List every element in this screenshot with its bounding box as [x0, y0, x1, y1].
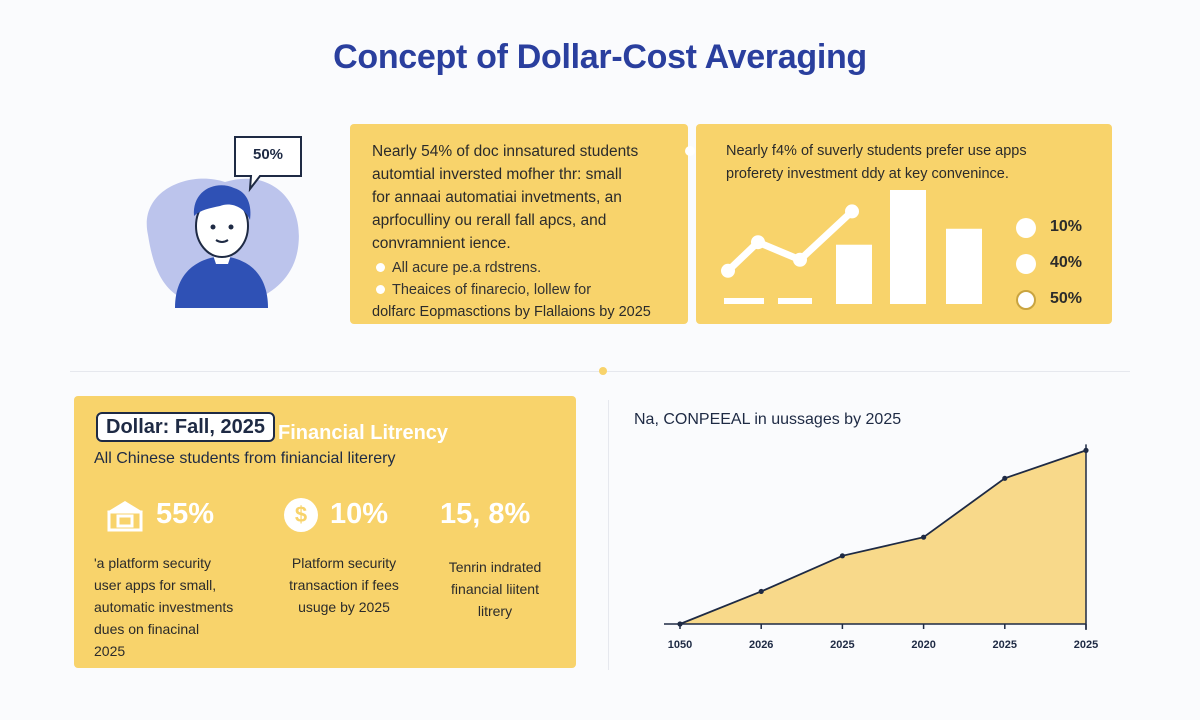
- mini-bar: [946, 228, 982, 304]
- bullet-item: Theaices of finarecio, lollew for: [372, 279, 682, 301]
- x-tick-label: 1050: [668, 639, 692, 651]
- stat-desc: Platform security transaction if fees us…: [274, 552, 414, 618]
- bullet-item: All acure pe.a rdstrens.: [372, 257, 682, 279]
- stat-desc-line: 'a platform security: [94, 555, 212, 571]
- mini-bar: [836, 244, 872, 304]
- tag-label: Dollar: Fall, 2025: [96, 412, 275, 442]
- stat-value: 15, 8%: [440, 498, 531, 530]
- divider-dot: [599, 367, 607, 375]
- mini-bar: [890, 190, 926, 304]
- data-point: [921, 534, 927, 540]
- stat-desc-line: automatic investments: [94, 599, 234, 615]
- stat-desc-line: litrery: [477, 603, 513, 619]
- dollar-coin-icon: $: [284, 498, 318, 532]
- mini-chart: [721, 190, 982, 304]
- year-tag: Dollar: Fall, 2025: [96, 412, 275, 442]
- stat-desc-line: user apps for small,: [94, 577, 217, 593]
- tag-subtitle: Financial Litrency: [278, 422, 449, 444]
- mini-point: [721, 263, 735, 278]
- panel1-line: automtial inversted mofher thr: small: [372, 166, 622, 183]
- x-tick-label: 2025: [1074, 639, 1098, 651]
- stat-value: 10%: [330, 498, 389, 530]
- financial-literacy-panel: Dollar: Fall, 2025 Financial Litrency Al…: [74, 396, 576, 668]
- stats-panel-right: Nearly f4% of suverly students prefer us…: [696, 124, 1112, 324]
- legend-item: 40%: [1016, 252, 1106, 276]
- series-line: [679, 449, 1087, 625]
- x-tick-label: 2025: [993, 639, 1017, 651]
- stat-desc-line: usuge by 2025: [298, 599, 390, 615]
- panel3-subtitle: All Chinese students from finiancial lit…: [94, 450, 396, 467]
- legend-value: 40%: [1050, 254, 1083, 271]
- panel1-line: for annaai automatiai invetments, an: [372, 189, 622, 206]
- panel1-line: convramnient ience.: [372, 235, 511, 252]
- panel1-line: aprfoculliny ou rerall fall apcs, and: [372, 212, 607, 229]
- stat-value: 55%: [156, 498, 215, 530]
- chart-title: Na, CONPEEAL in uussages by 2025: [634, 411, 902, 428]
- legend-item: 50%: [1016, 288, 1106, 312]
- circle-icon: [1016, 254, 1036, 274]
- column-divider: [608, 400, 609, 670]
- page-title: Concept of Dollar-Cost Averaging: [333, 38, 867, 76]
- mini-line: [724, 207, 856, 275]
- panel2-line: Nearly f4% of suverly students prefer us…: [726, 143, 1027, 159]
- stat-desc-line: transaction if fees: [289, 577, 399, 593]
- stats-panel-left: Nearly 54% of doc innsatured students au…: [350, 124, 688, 324]
- stat-desc-line: dues on finacinal: [94, 621, 200, 637]
- area-chart: 1050 2026 2025 2020 2025 2025: [664, 444, 1098, 651]
- bank-icon: [104, 498, 146, 534]
- legend-item: 10%: [1016, 216, 1106, 240]
- panel2-line: proferety investment ddy at key convenin…: [726, 166, 1009, 182]
- circle-icon: [1016, 218, 1036, 238]
- area-fill: [680, 450, 1086, 624]
- connector-dot: [685, 146, 695, 156]
- legend-value: 10%: [1050, 218, 1083, 235]
- stat-desc: 'a platform security user apps for small…: [94, 552, 284, 662]
- stat-desc-line: 2025: [94, 643, 126, 659]
- stat-desc-line: financial liitent: [451, 581, 539, 597]
- panel1-line: Nearly 54% of doc innsatured students: [372, 143, 639, 160]
- data-point: [758, 588, 764, 595]
- stat-desc: Tenrin indrated financial liitent litrer…: [430, 556, 560, 622]
- mini-point: [793, 252, 807, 267]
- data-point: [839, 553, 845, 559]
- panel1-text: Nearly 54% of doc innsatured students au…: [372, 140, 682, 324]
- speech-bubble-text: 50%: [252, 146, 284, 163]
- coin-icon: [1016, 290, 1036, 310]
- x-tick-label: 2020: [911, 639, 935, 651]
- mini-point: [751, 235, 765, 250]
- mini-baseline: [724, 298, 764, 304]
- panel1-bullets: All acure pe.a rdstrens. Theaices of fin…: [372, 257, 682, 301]
- data-point: [1002, 475, 1008, 481]
- stat-desc-line: Tenrin indrated: [448, 559, 542, 575]
- avatar-illustration: [130, 130, 330, 320]
- mini-baseline: [778, 298, 812, 304]
- data-point: [1083, 447, 1089, 453]
- mini-point: [845, 204, 859, 219]
- panel1-footer: dolfarc Eopmasctions by Flallaions by 20…: [372, 304, 651, 320]
- stat-desc-line: Platform security: [291, 555, 397, 571]
- speech-bubble: 50%: [232, 134, 304, 194]
- x-tick-label: 2025: [830, 639, 854, 651]
- x-tick-label: 2026: [749, 639, 773, 651]
- legend-value: 50%: [1050, 290, 1083, 307]
